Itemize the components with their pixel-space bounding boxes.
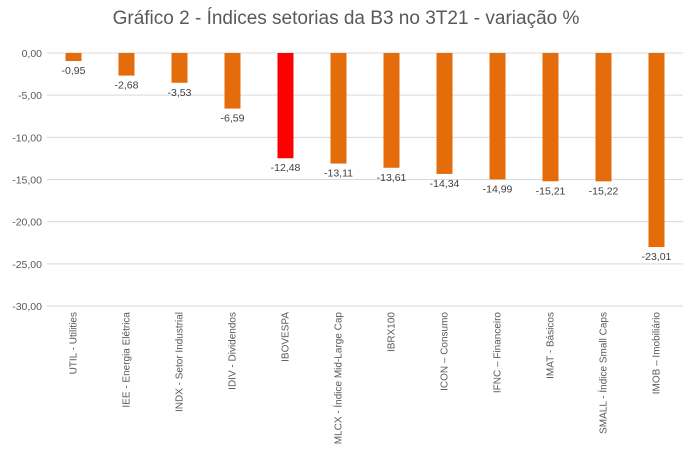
bar <box>595 53 612 182</box>
category-label: IFNC – Financeiro <box>493 312 504 394</box>
category-label: ICON – Consumo <box>440 312 451 391</box>
y-tick-label: -30,00 <box>12 301 42 313</box>
bar <box>648 53 665 248</box>
category-label: MLCX - Índice Mid-Large Cap <box>332 312 345 445</box>
bar <box>330 53 347 164</box>
data-label: -15,21 <box>536 185 566 197</box>
bar <box>224 53 241 109</box>
data-label: -2,68 <box>115 80 139 92</box>
gridlines <box>47 52 683 307</box>
chart-title: Gráfico 2 - Índices setorias da B3 no 3T… <box>112 8 580 29</box>
data-label: -23,01 <box>642 251 672 263</box>
data-labels: -0,95 -2,68 -3,53 -6,59 -12,48 -13,11 -13,61 -1… <box>62 65 672 263</box>
data-label: -14,34 <box>430 178 460 190</box>
category-label: IDIV - Dividendos <box>228 312 239 390</box>
bar <box>171 53 188 83</box>
data-label: -13,61 <box>377 172 407 184</box>
bar <box>118 53 135 76</box>
y-tick-label: -5,00 <box>18 90 42 102</box>
data-label: -0,95 <box>62 65 86 77</box>
category-label: IEE - Energia Elétrica <box>122 312 133 408</box>
bar <box>436 53 453 174</box>
bar <box>542 53 559 182</box>
category-label: IBRX100 <box>387 312 398 352</box>
data-label: -15,22 <box>589 185 619 197</box>
category-label: IMOB – Imobiliário <box>652 312 663 395</box>
x-axis-category-labels: UTIL - Utilities IEE - Energia Elétrica IN… <box>69 312 663 445</box>
category-label: UTIL - Utilities <box>69 312 80 374</box>
bar <box>65 53 82 62</box>
bar <box>383 53 400 168</box>
y-tick-label: -10,00 <box>12 132 42 144</box>
data-label: -12,48 <box>271 162 301 174</box>
category-label: IMAT - Básicos <box>546 312 557 379</box>
category-label: INDX - Setor Industrial <box>175 312 186 412</box>
category-label: SMALL - Índice Small Caps <box>597 312 610 434</box>
bar <box>489 53 506 180</box>
bar <box>277 53 294 159</box>
data-label: -3,53 <box>168 87 192 99</box>
data-label: -13,11 <box>324 168 353 180</box>
category-label: IBOVESPA <box>281 312 292 362</box>
data-label: -14,99 <box>483 183 513 195</box>
y-tick-label: -15,00 <box>12 175 42 187</box>
y-axis-tick-labels: 0,00 -5,00 -10,00 -15,00 -20,00 -25,00 -30,00 <box>12 48 42 313</box>
data-label: -6,59 <box>221 113 245 125</box>
y-tick-label: -25,00 <box>12 259 42 271</box>
y-tick-label: -20,00 <box>12 217 42 229</box>
bars <box>65 53 665 248</box>
y-tick-label: 0,00 <box>22 48 43 60</box>
